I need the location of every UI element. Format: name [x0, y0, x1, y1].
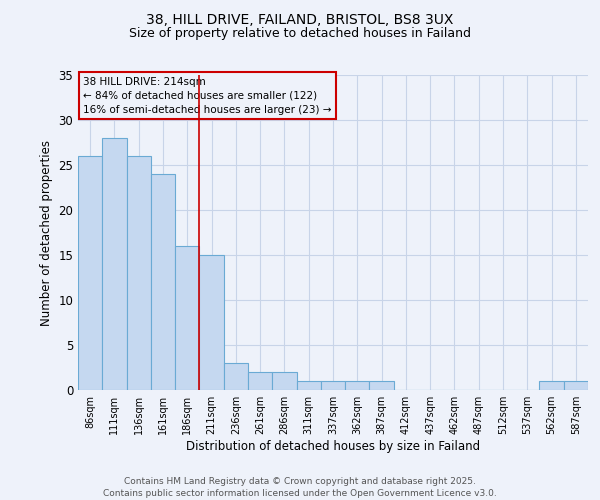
Bar [272, 372, 296, 390]
Bar [102, 138, 127, 390]
Bar [345, 381, 370, 390]
Bar [370, 381, 394, 390]
Bar [151, 174, 175, 390]
Bar [539, 381, 564, 390]
Bar [199, 255, 224, 390]
Bar [224, 363, 248, 390]
Bar [175, 246, 199, 390]
Text: 38, HILL DRIVE, FAILAND, BRISTOL, BS8 3UX: 38, HILL DRIVE, FAILAND, BRISTOL, BS8 3U… [146, 12, 454, 26]
Bar [248, 372, 272, 390]
Text: 38 HILL DRIVE: 214sqm
← 84% of detached houses are smaller (122)
16% of semi-det: 38 HILL DRIVE: 214sqm ← 84% of detached … [83, 76, 332, 114]
Bar [564, 381, 588, 390]
Bar [321, 381, 345, 390]
Y-axis label: Number of detached properties: Number of detached properties [40, 140, 53, 326]
Bar [127, 156, 151, 390]
Bar [78, 156, 102, 390]
X-axis label: Distribution of detached houses by size in Failand: Distribution of detached houses by size … [186, 440, 480, 453]
Bar [296, 381, 321, 390]
Text: Contains HM Land Registry data © Crown copyright and database right 2025.
Contai: Contains HM Land Registry data © Crown c… [103, 476, 497, 498]
Text: Size of property relative to detached houses in Failand: Size of property relative to detached ho… [129, 28, 471, 40]
